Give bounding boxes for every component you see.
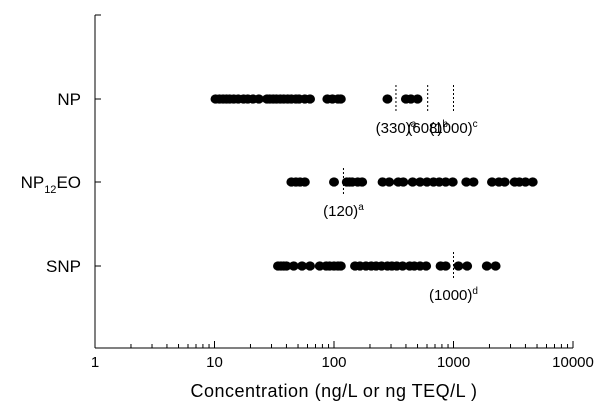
reference-label-superscript: d	[472, 286, 478, 297]
axes	[94, 14, 574, 349]
data-point	[384, 177, 395, 187]
data-point	[299, 177, 310, 187]
data-point	[382, 94, 393, 104]
data-point	[297, 261, 308, 271]
data-point	[490, 261, 501, 271]
x-tick-label: 1	[91, 354, 99, 371]
data-point	[487, 177, 498, 187]
reference-label-superscript: b	[442, 119, 448, 130]
reference-label-value: (120)	[323, 203, 358, 220]
data-point	[461, 177, 472, 187]
labels: 1 10 100 1000 10000 Concentration (ng/L or ng…	[21, 90, 594, 401]
data-point	[453, 261, 464, 271]
x-tick-label: 100	[321, 354, 346, 371]
data-point	[527, 177, 538, 187]
reference-label: (330)a	[376, 119, 417, 137]
data-point	[412, 94, 423, 104]
category-label-main: SNP	[46, 257, 81, 276]
data-point	[481, 261, 492, 271]
data-point	[288, 261, 299, 271]
data-point	[520, 177, 531, 187]
reference-label: (608)b	[407, 119, 448, 137]
x-tick-label: 10	[206, 354, 223, 371]
data-point	[440, 177, 451, 187]
data-point	[468, 177, 479, 187]
category-label-main: NP	[21, 173, 45, 192]
data-point	[305, 261, 316, 271]
data-point	[398, 177, 409, 187]
reference-label-value: (608)	[407, 120, 442, 137]
data-point	[421, 261, 432, 271]
data-point	[397, 261, 408, 271]
category-label-main: NP	[57, 90, 81, 109]
data-point	[305, 94, 316, 104]
category-label: NP12EO	[21, 173, 81, 196]
reference-label-value: (1000)	[429, 120, 472, 137]
x-tick-label: 1000	[437, 354, 470, 371]
data-point	[335, 261, 346, 271]
reference-label-superscript: c	[473, 119, 478, 130]
data-point	[462, 261, 473, 271]
reference-label-value: (1000)	[429, 287, 472, 304]
reference-label-superscript: a	[358, 202, 364, 213]
data-point	[329, 177, 339, 187]
data-point	[357, 177, 368, 187]
data-point	[447, 177, 458, 187]
data-point	[253, 94, 264, 104]
data-point	[499, 177, 510, 187]
reference-label: (1000)d	[429, 286, 478, 304]
x-tick-label: 10000	[552, 354, 594, 371]
reference-label: (1000)c	[429, 119, 477, 137]
category-label-suffix: EO	[56, 173, 81, 192]
reference-label-superscript: a	[411, 119, 417, 130]
reference-label: (120)a	[323, 202, 364, 220]
reference-label-value: (330)	[376, 120, 411, 137]
x-axis-title: Concentration (ng/L or ng TEQ/L )	[191, 381, 478, 401]
category-label: NP	[57, 90, 81, 109]
data-points	[210, 94, 538, 271]
data-point	[407, 177, 418, 187]
category-label-subscript: 12	[44, 184, 56, 196]
data-point	[335, 94, 346, 104]
data-point	[281, 261, 292, 271]
category-label: SNP	[46, 257, 81, 276]
data-point	[415, 177, 426, 187]
data-point	[440, 261, 451, 271]
